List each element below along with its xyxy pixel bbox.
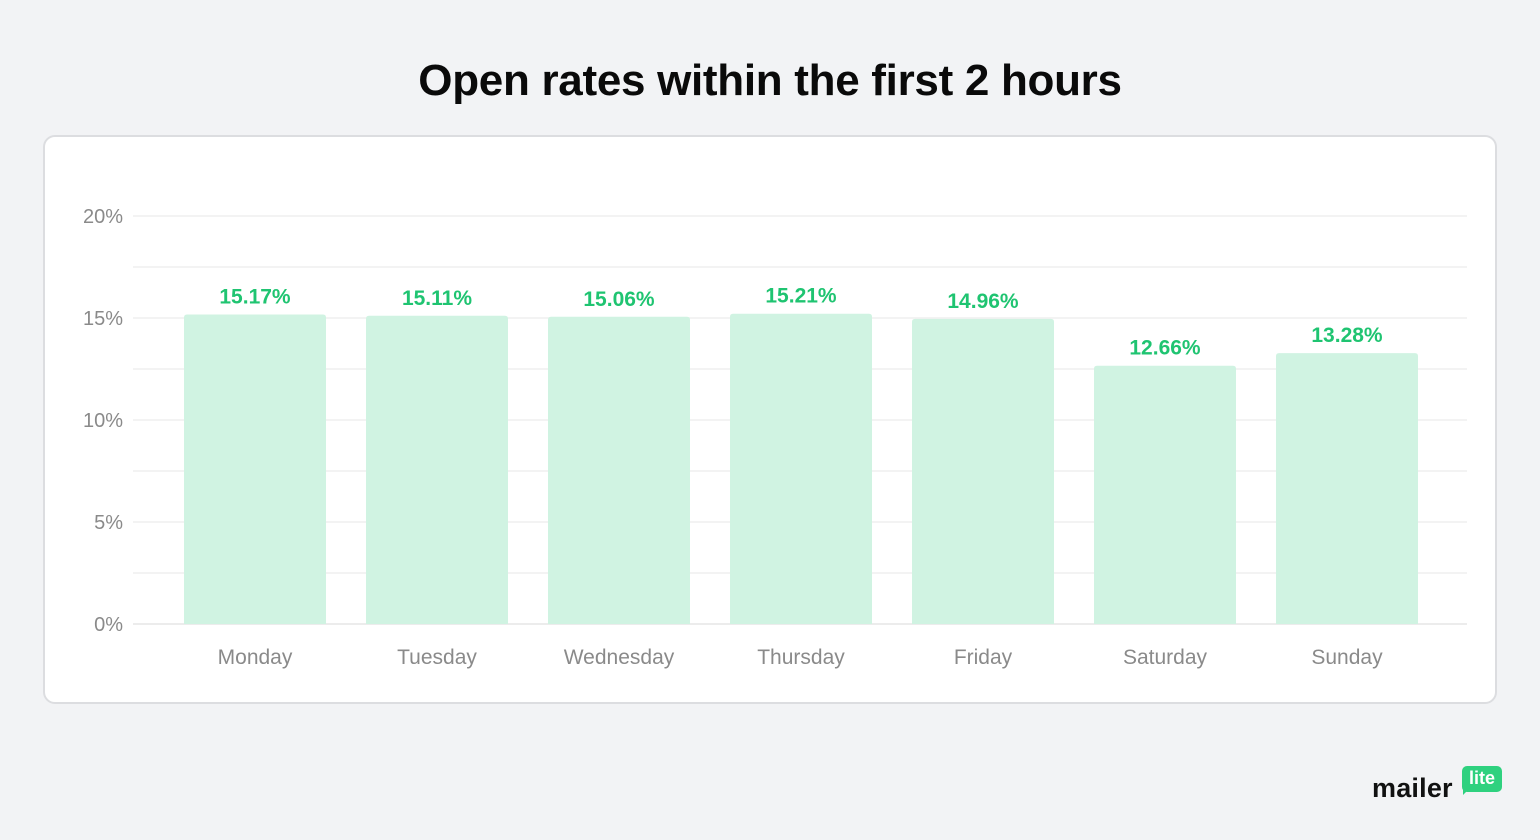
x-category-label: Monday (218, 646, 293, 669)
bar (1094, 365, 1236, 624)
bar (184, 314, 326, 624)
bar-value-label: 14.96% (947, 290, 1019, 313)
y-tick-label: 0% (94, 614, 123, 636)
x-category-label: Tuesday (397, 646, 477, 669)
bar-value-label: 13.28% (1311, 324, 1383, 347)
brand-name: mailer (1372, 773, 1453, 803)
bar (1276, 353, 1418, 624)
bar-value-label: 15.21% (765, 285, 837, 308)
bar-value-label: 15.17% (219, 286, 291, 309)
y-tick-label: 20% (83, 206, 123, 228)
brand-badge-tail (1463, 787, 1471, 795)
x-category-label: Friday (954, 646, 1013, 669)
x-category-label: Wednesday (564, 646, 675, 669)
bar (730, 313, 872, 624)
chart-title: Open rates within the first 2 hours (418, 56, 1122, 105)
bar (548, 316, 690, 624)
x-category-label: Saturday (1123, 646, 1208, 669)
bar-value-label: 15.11% (402, 287, 472, 310)
bar-value-label: 12.66% (1129, 337, 1201, 360)
x-category-label: Sunday (1311, 646, 1383, 669)
x-category-label: Thursday (757, 646, 845, 669)
y-tick-label: 15% (83, 308, 123, 330)
y-tick-label: 5% (94, 512, 123, 534)
bar (366, 315, 508, 624)
y-tick-label: 10% (83, 410, 123, 432)
bar (912, 318, 1054, 624)
bar-value-label: 15.06% (583, 288, 655, 311)
